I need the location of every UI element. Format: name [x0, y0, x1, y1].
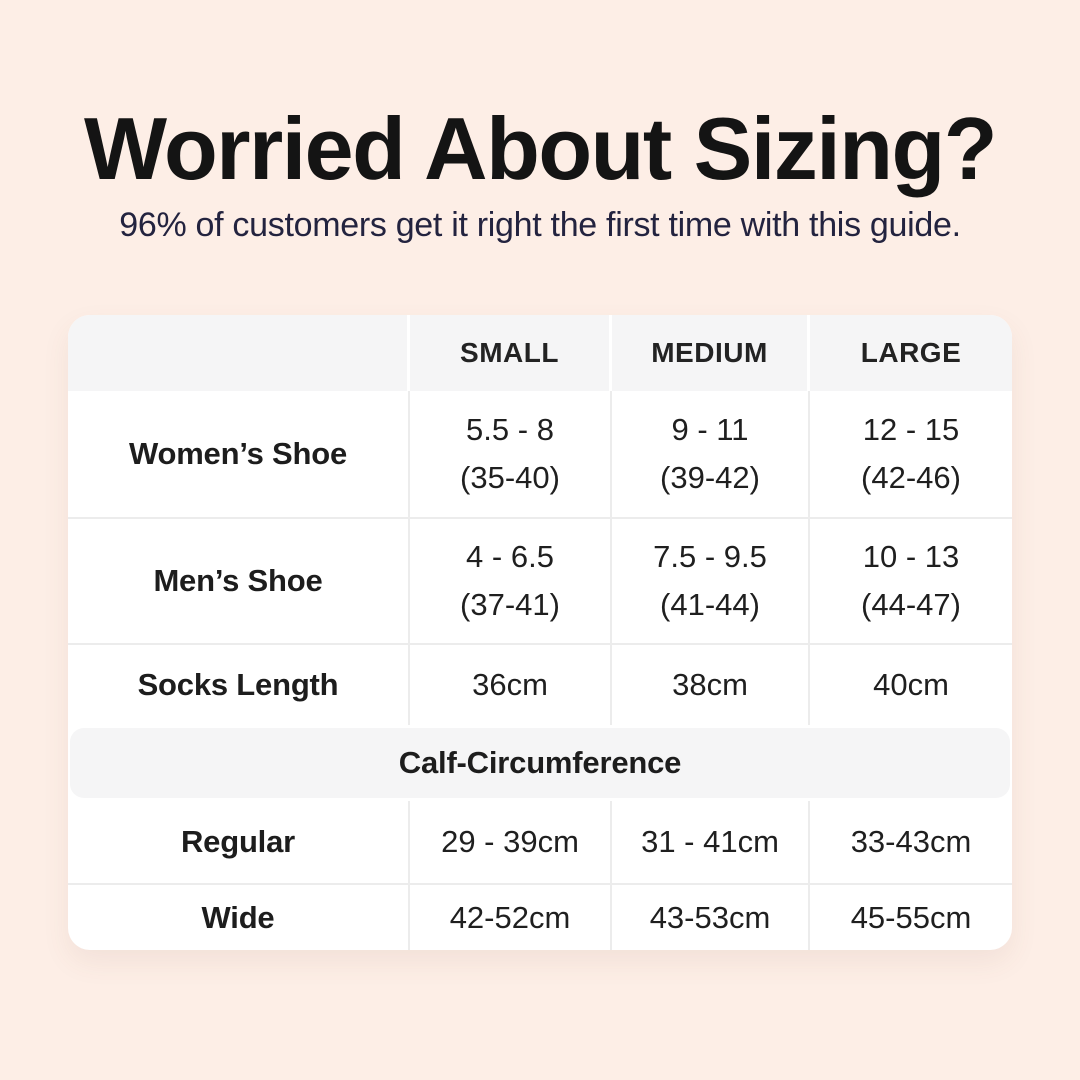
cell-value-line: 38cm	[672, 667, 748, 702]
cell-value-line: 9 - 11	[671, 412, 749, 447]
cell-value-line: 7.5 - 9.5	[653, 539, 767, 574]
cell-value-line: (39-42)	[660, 460, 760, 495]
mens-shoe-medium-cell: 7.5 - 9.5 (41-44)	[612, 519, 810, 643]
column-header-medium: MEDIUM	[612, 315, 810, 391]
column-header-small: SMALL	[410, 315, 612, 391]
wide-large-cell: 45-55cm	[810, 885, 1012, 950]
cell-value-line: (35-40)	[460, 460, 560, 495]
size-table: SMALL MEDIUM LARGE Women’s Shoe 5.5 - 8 …	[68, 315, 1012, 950]
page-subtitle: 96% of customers get it right the first …	[119, 206, 961, 244]
table-row-mens-shoe: Men’s Shoe 4 - 6.5 (37-41) 7.5 - 9.5 (41…	[68, 519, 1012, 645]
regular-large-cell: 33-43cm	[810, 801, 1012, 883]
cell-value-line: (42-46)	[861, 460, 961, 495]
regular-medium-cell: 31 - 41cm	[612, 801, 810, 883]
socks-length-small-cell: 36cm	[410, 645, 612, 725]
column-header-blank	[68, 315, 410, 391]
row-label-text: Wide	[201, 899, 275, 935]
womens-shoe-large-cell: 12 - 15 (42-46)	[810, 391, 1012, 517]
row-label-wide: Wide	[68, 885, 410, 950]
cell-value-line: 36cm	[472, 667, 548, 702]
row-label-text: Regular	[180, 824, 296, 859]
cell-value-line: 45-55cm	[850, 899, 972, 935]
table-row-womens-shoe: Women’s Shoe 5.5 - 8 (35-40) 9 - 11 (39-…	[68, 391, 1012, 519]
cell-value-line: 42-52cm	[449, 899, 571, 935]
cell-value-line: 4 - 6.5	[466, 539, 554, 574]
section-header-calf-circumference: Calf-Circumference	[70, 728, 1010, 798]
socks-length-large-cell: 40cm	[810, 645, 1012, 725]
cell-value-line: 12 - 15	[862, 412, 960, 447]
womens-shoe-small-cell: 5.5 - 8 (35-40)	[410, 391, 612, 517]
row-label-text: Socks Length	[137, 667, 339, 702]
row-label-text: Men’s Shoe	[153, 563, 323, 598]
row-label-text: Women’s Shoe	[128, 436, 348, 471]
table-header-row: SMALL MEDIUM LARGE	[68, 315, 1012, 391]
column-header-large: LARGE	[810, 315, 1012, 391]
row-label-mens-shoe: Men’s Shoe	[68, 519, 410, 643]
socks-length-medium-cell: 38cm	[612, 645, 810, 725]
womens-shoe-medium-cell: 9 - 11 (39-42)	[612, 391, 810, 517]
cell-value-line: 43-53cm	[649, 899, 771, 935]
wide-medium-cell: 43-53cm	[612, 885, 810, 950]
cell-value-line: 29 - 39cm	[441, 824, 579, 859]
table-row-socks-length: Socks Length 36cm 38cm 40cm	[68, 645, 1012, 725]
cell-value-line: (37-41)	[460, 587, 560, 622]
cell-value-line: (41-44)	[660, 587, 760, 622]
mens-shoe-large-cell: 10 - 13 (44-47)	[810, 519, 1012, 643]
cell-value-line: 40cm	[873, 667, 949, 702]
regular-small-cell: 29 - 39cm	[410, 801, 612, 883]
mens-shoe-small-cell: 4 - 6.5 (37-41)	[410, 519, 612, 643]
section-band-wrap: Calf-Circumference	[68, 725, 1012, 801]
page-title: Worried About Sizing?	[84, 99, 997, 198]
row-label-womens-shoe: Women’s Shoe	[68, 391, 410, 517]
row-label-regular: Regular	[68, 801, 410, 883]
cell-value-line: 31 - 41cm	[641, 824, 779, 859]
cell-value-line: 33-43cm	[850, 824, 972, 859]
table-row-regular: Regular 29 - 39cm 31 - 41cm 33-43cm	[68, 801, 1012, 885]
wide-small-cell: 42-52cm	[410, 885, 612, 950]
cell-value-line: 10 - 13	[862, 539, 960, 574]
cell-value-line: 5.5 - 8	[466, 412, 554, 447]
table-row-wide: Wide 42-52cm 43-53cm 45-55cm	[68, 885, 1012, 950]
row-label-socks-length: Socks Length	[68, 645, 410, 725]
cell-value-line: (44-47)	[861, 587, 961, 622]
